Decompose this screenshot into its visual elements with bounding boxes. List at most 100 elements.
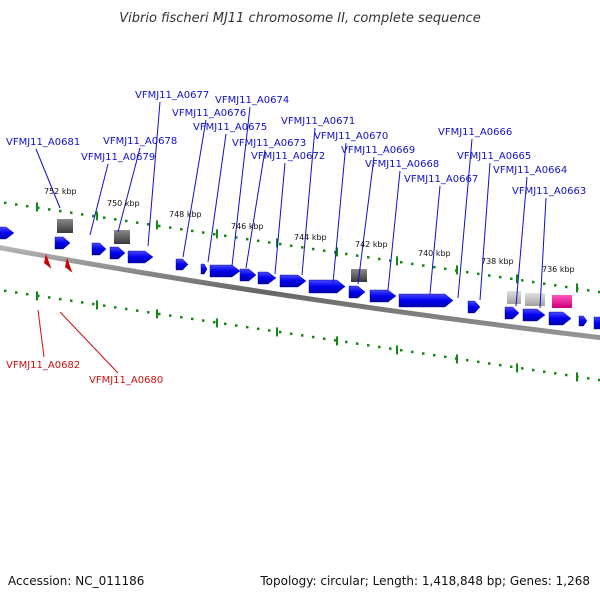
gene-arrow[interactable]: [548, 311, 572, 326]
gene-label[interactable]: VFMJ11_A0670: [314, 131, 388, 142]
gene-arrow[interactable]: [467, 300, 481, 314]
label-leader-line: [35, 148, 61, 209]
major-tick: [36, 202, 38, 212]
feature-light[interactable]: [507, 291, 521, 304]
tick-dot: [4, 201, 7, 205]
gene-arrow[interactable]: [109, 246, 126, 260]
feature-dark[interactable]: [114, 230, 130, 244]
gene-arrow[interactable]: [91, 242, 107, 256]
gene-label[interactable]: VFMJ11_A0673: [232, 138, 306, 149]
major-tick: [456, 354, 458, 364]
gene-label[interactable]: VFMJ11_A0666: [438, 127, 512, 138]
gene-arrow[interactable]: [308, 279, 346, 294]
gene-label[interactable]: VFMJ11_A0665: [457, 151, 531, 162]
kbp-labels: 752 kbp 750 kbp 748 kbp 746 kbp 744 kbp 742 k…: [44, 187, 575, 274]
tick-dot: [587, 377, 590, 380]
reverse-gene-arrow[interactable]: [41, 253, 52, 271]
gene-arrow[interactable]: [398, 293, 454, 308]
major-tick: [276, 327, 278, 337]
gene-arrow[interactable]: [257, 271, 277, 285]
tick-dot: [345, 340, 348, 344]
tick-dot: [499, 275, 502, 279]
gene-arrow[interactable]: [522, 308, 546, 322]
tick-dot: [554, 372, 557, 375]
tick-dot: [499, 363, 502, 367]
label-leader-line: [479, 162, 491, 301]
gene-label[interactable]: VFMJ11_A0675: [193, 122, 267, 133]
tick-dot: [400, 349, 403, 352]
gene-arrow[interactable]: [127, 250, 154, 264]
gene-label[interactable]: VFMJ11_A0669: [341, 145, 415, 156]
tick-dot: [81, 301, 84, 304]
label-leader-line: [37, 309, 45, 358]
major-tick: [576, 283, 578, 293]
kbp-label: 736 kbp: [542, 265, 575, 274]
kbp-label: 742 kbp: [355, 240, 388, 249]
tick-dot: [114, 306, 117, 309]
gene-arrow[interactable]: [279, 274, 307, 288]
gene-arrow[interactable]: [209, 264, 241, 278]
tick-dot: [312, 335, 315, 339]
tick-dot: [477, 272, 480, 276]
tick-dot: [202, 319, 205, 322]
gene-label[interactable]: VFMJ11_A0667: [404, 174, 478, 185]
tick-dot: [169, 226, 172, 229]
major-tick: [336, 336, 338, 346]
label-leader-line: [274, 162, 286, 275]
topology-summary: Topology: circular; Length: 1,418,848 bp…: [259, 574, 590, 588]
gene-label[interactable]: VFMJ11_A0681: [6, 137, 80, 148]
gene-label[interactable]: VFMJ11_A0682: [6, 360, 80, 371]
gene-arrow[interactable]: [504, 306, 520, 320]
label-leader-line: [117, 147, 141, 233]
gene-arrow[interactable]: [200, 263, 208, 275]
feature-dark[interactable]: [57, 219, 73, 233]
gene-label[interactable]: VFMJ11_A0674: [215, 95, 289, 106]
gene-track: [0, 219, 600, 330]
gene-arrow[interactable]: [369, 289, 397, 303]
tick-dot: [246, 325, 249, 329]
tick-dot: [422, 352, 425, 355]
reverse-gene-arrow[interactable]: [62, 257, 73, 275]
tick-dot: [92, 214, 95, 218]
tick-dot: [587, 289, 590, 292]
tick-dot: [378, 345, 381, 349]
feature-pink[interactable]: [552, 295, 572, 308]
tick-dot: [323, 337, 326, 340]
gene-arrow[interactable]: [239, 268, 257, 282]
tick-dot: [334, 251, 337, 254]
tick-dot: [246, 237, 249, 241]
gene-label[interactable]: VFMJ11_A0676: [172, 108, 246, 119]
gene-label[interactable]: VFMJ11_A0678: [103, 136, 177, 147]
gene-arrow[interactable]: [348, 285, 366, 299]
tick-dot: [147, 311, 150, 314]
gene-label[interactable]: VFMJ11_A0668: [365, 159, 439, 170]
tick-dot: [510, 277, 513, 280]
tick-dot: [59, 297, 62, 301]
tick-dot: [191, 229, 194, 233]
gene-arrow[interactable]: [54, 236, 71, 250]
feature-light[interactable]: [525, 293, 545, 306]
gene-arrow[interactable]: [593, 316, 600, 330]
major-tick: [276, 238, 278, 248]
tick-dot: [103, 216, 106, 219]
gene-arrow[interactable]: [0, 226, 15, 240]
major-tick: [216, 318, 218, 328]
tick-dot: [356, 254, 359, 257]
tick-dot: [521, 279, 524, 282]
gene-label[interactable]: VFMJ11_A0663: [512, 186, 586, 197]
tick-dot: [378, 257, 381, 261]
gene-label[interactable]: VFMJ11_A0680: [89, 375, 163, 386]
gene-label[interactable]: VFMJ11_A0672: [251, 151, 325, 162]
gene-label[interactable]: VFMJ11_A0677: [135, 90, 209, 101]
tick-dot: [235, 324, 238, 327]
gene-label[interactable]: VFMJ11_A0671: [281, 116, 355, 127]
gene-arrow[interactable]: [578, 315, 588, 327]
tick-dot: [48, 208, 51, 211]
backbone-track: [0, 245, 600, 341]
gene-label[interactable]: VFMJ11_A0664: [493, 165, 567, 176]
tick-dot: [411, 350, 414, 354]
gene-arrow[interactable]: [175, 258, 189, 271]
gene-label[interactable]: VFMJ11_A0679: [81, 152, 155, 163]
major-tick: [216, 229, 218, 239]
